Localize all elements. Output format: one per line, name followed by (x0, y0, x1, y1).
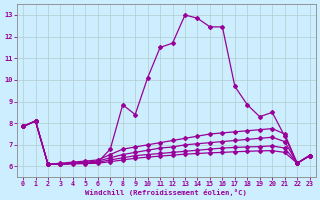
X-axis label: Windchill (Refroidissement éolien,°C): Windchill (Refroidissement éolien,°C) (85, 189, 247, 196)
